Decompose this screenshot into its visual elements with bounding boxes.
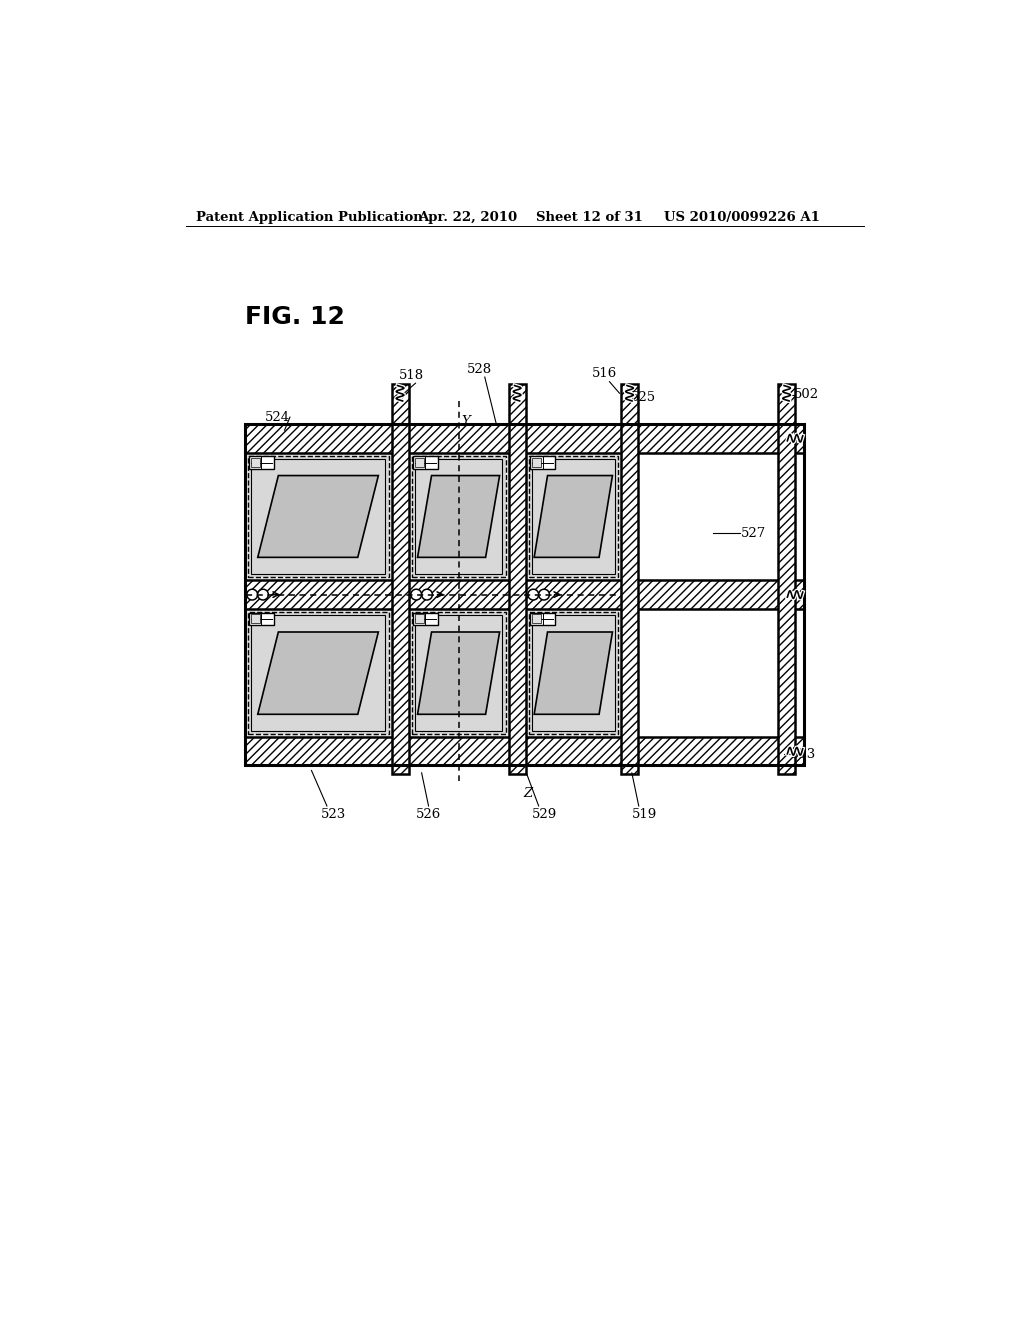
Bar: [528, 612, 617, 734]
Bar: [530, 457, 555, 469]
Bar: [528, 455, 617, 577]
Text: 528: 528: [467, 363, 492, 376]
Bar: [531, 615, 614, 731]
Text: 502: 502: [795, 388, 819, 401]
Text: 519: 519: [632, 808, 657, 821]
Bar: [413, 457, 438, 469]
Bar: [415, 459, 503, 574]
Text: FIG. 12: FIG. 12: [245, 305, 344, 329]
Polygon shape: [535, 475, 612, 557]
Bar: [245, 424, 804, 766]
Text: 529: 529: [532, 808, 557, 821]
Bar: [525, 609, 621, 738]
Circle shape: [539, 589, 550, 601]
Bar: [248, 455, 388, 577]
Circle shape: [528, 589, 539, 601]
Bar: [412, 455, 506, 577]
Bar: [251, 614, 260, 623]
Bar: [525, 453, 621, 581]
Text: US 2010/0099226 A1: US 2010/0099226 A1: [665, 211, 820, 224]
Bar: [621, 384, 638, 775]
Bar: [245, 453, 391, 581]
Bar: [248, 612, 388, 734]
Bar: [415, 614, 424, 623]
Bar: [245, 581, 804, 609]
Text: 527: 527: [741, 527, 766, 540]
Bar: [413, 612, 438, 626]
Bar: [530, 612, 555, 626]
Bar: [391, 384, 409, 775]
Polygon shape: [418, 632, 500, 714]
Bar: [531, 458, 541, 467]
Text: Z: Z: [523, 787, 532, 800]
Polygon shape: [418, 475, 500, 557]
Bar: [412, 612, 506, 734]
Bar: [409, 453, 509, 581]
Polygon shape: [258, 475, 378, 557]
Bar: [251, 615, 385, 731]
Circle shape: [258, 589, 268, 601]
Bar: [245, 609, 391, 738]
Bar: [245, 424, 804, 453]
Polygon shape: [258, 632, 378, 714]
Text: Y: Y: [461, 414, 470, 428]
Circle shape: [411, 589, 422, 601]
Text: Apr. 22, 2010: Apr. 22, 2010: [418, 211, 517, 224]
Bar: [409, 609, 509, 738]
Text: 516: 516: [592, 367, 616, 380]
Bar: [531, 459, 614, 574]
Bar: [415, 458, 424, 467]
Text: Sheet 12 of 31: Sheet 12 of 31: [537, 211, 643, 224]
Bar: [531, 614, 541, 623]
Text: Patent Application Publication: Patent Application Publication: [196, 211, 423, 224]
Text: 523: 523: [321, 808, 346, 821]
Text: 524: 524: [264, 411, 290, 424]
Text: 526: 526: [416, 808, 441, 821]
Bar: [509, 384, 525, 775]
Bar: [528, 455, 617, 577]
Polygon shape: [535, 632, 612, 714]
Circle shape: [422, 589, 432, 601]
Bar: [412, 612, 506, 734]
Bar: [778, 384, 795, 775]
Bar: [249, 457, 273, 469]
Bar: [249, 612, 273, 626]
Bar: [528, 612, 617, 734]
Text: 503: 503: [791, 748, 816, 760]
Text: 518: 518: [399, 368, 424, 381]
Bar: [245, 738, 804, 766]
Text: 525: 525: [631, 391, 656, 404]
Circle shape: [247, 589, 258, 601]
Bar: [251, 458, 260, 467]
Bar: [251, 459, 385, 574]
Bar: [248, 455, 388, 577]
Bar: [248, 612, 388, 734]
Bar: [412, 455, 506, 577]
Bar: [415, 615, 503, 731]
